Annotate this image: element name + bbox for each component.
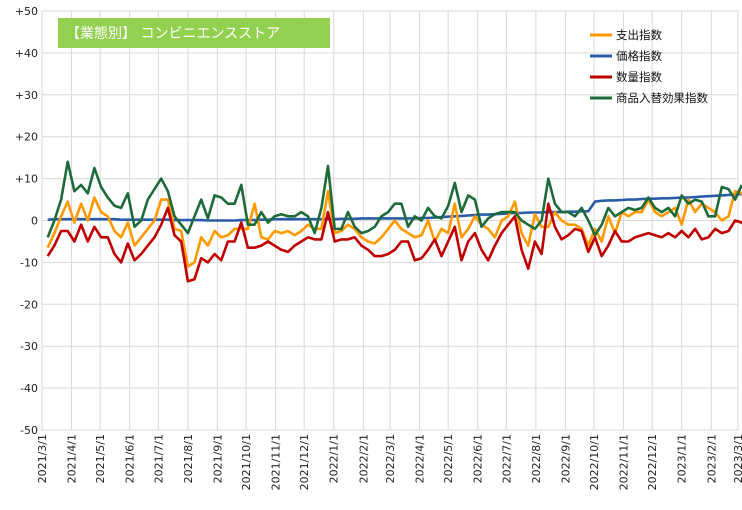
y-tick-label: -50 bbox=[20, 424, 38, 437]
x-tick-label: 2022/5/1 bbox=[442, 434, 455, 483]
legend-label: 支出指数 bbox=[616, 28, 662, 42]
x-tick-label: 2022/9/1 bbox=[559, 434, 572, 483]
x-tick-label: 2022/3/1 bbox=[384, 434, 397, 483]
x-tick-label: 2022/10/1 bbox=[588, 434, 601, 490]
x-tick-label: 2022/12/1 bbox=[646, 434, 659, 490]
legend-label: 数量指数 bbox=[616, 70, 662, 84]
x-tick-label: 2022/11/1 bbox=[618, 434, 631, 490]
y-axis: +50 +40 +30 +20 +10 0 -10 -20 -30 -40 -50 bbox=[15, 5, 38, 437]
y-tick-label: -10 bbox=[20, 256, 38, 269]
y-tick-label: -20 bbox=[20, 298, 38, 311]
x-tick-label: 2022/1/1 bbox=[328, 434, 341, 483]
x-axis: 2021/3/1 2021/4/1 2021/5/1 2021/6/1 2021/7/1… bbox=[36, 434, 742, 490]
title-box-background bbox=[58, 18, 330, 48]
series-line-2 bbox=[46, 202, 742, 283]
x-tick-label: 2021/6/1 bbox=[124, 434, 137, 483]
y-tick-label: +40 bbox=[15, 47, 38, 60]
series-line-0 bbox=[46, 189, 742, 268]
x-tick-label: 2022/7/1 bbox=[500, 434, 513, 483]
x-tick-label: 2021/11/1 bbox=[270, 434, 283, 490]
x-tick-label: 2021/7/1 bbox=[152, 434, 165, 483]
x-tick-label: 2023/3/1 bbox=[732, 434, 742, 483]
series-line-1 bbox=[47, 192, 742, 222]
series-lines bbox=[46, 160, 742, 283]
x-tick-label: 2023/2/1 bbox=[705, 434, 718, 483]
y-tick-label: 0 bbox=[31, 215, 38, 228]
legend-label: 価格指数 bbox=[616, 49, 662, 63]
x-tick-label: 2021/5/1 bbox=[94, 434, 107, 483]
x-tick-label: 2021/4/1 bbox=[66, 434, 79, 483]
x-tick-label: 2021/9/1 bbox=[211, 434, 224, 483]
y-tick-label: +20 bbox=[15, 131, 38, 144]
x-tick-label: 2022/8/1 bbox=[530, 434, 543, 483]
x-tick-label: 2021/3/1 bbox=[36, 434, 49, 483]
x-tick-label: 2021/12/1 bbox=[298, 434, 311, 490]
x-tick-label: 2022/6/1 bbox=[472, 434, 485, 483]
chart-title-box: 【業態別】 コンビニエンスストア bbox=[58, 18, 330, 48]
chart-title: 【業態別】 コンビニエンスストア bbox=[66, 26, 280, 42]
x-tick-label: 2022/4/1 bbox=[414, 434, 427, 483]
series-line-3 bbox=[46, 160, 742, 238]
x-tick-label: 2021/10/1 bbox=[240, 434, 253, 490]
y-tick-label: -30 bbox=[20, 340, 38, 353]
y-tick-label: +10 bbox=[15, 173, 38, 186]
x-tick-label: 2022/2/1 bbox=[357, 434, 370, 483]
legend-label: 商品入替効果指数 bbox=[616, 91, 708, 105]
y-tick-label: -40 bbox=[20, 382, 38, 395]
x-tick-label: 2021/8/1 bbox=[182, 434, 195, 483]
y-tick-label: +30 bbox=[15, 89, 38, 102]
x-tick-label: 2023/1/1 bbox=[676, 434, 689, 483]
y-tick-label: +50 bbox=[15, 5, 38, 18]
